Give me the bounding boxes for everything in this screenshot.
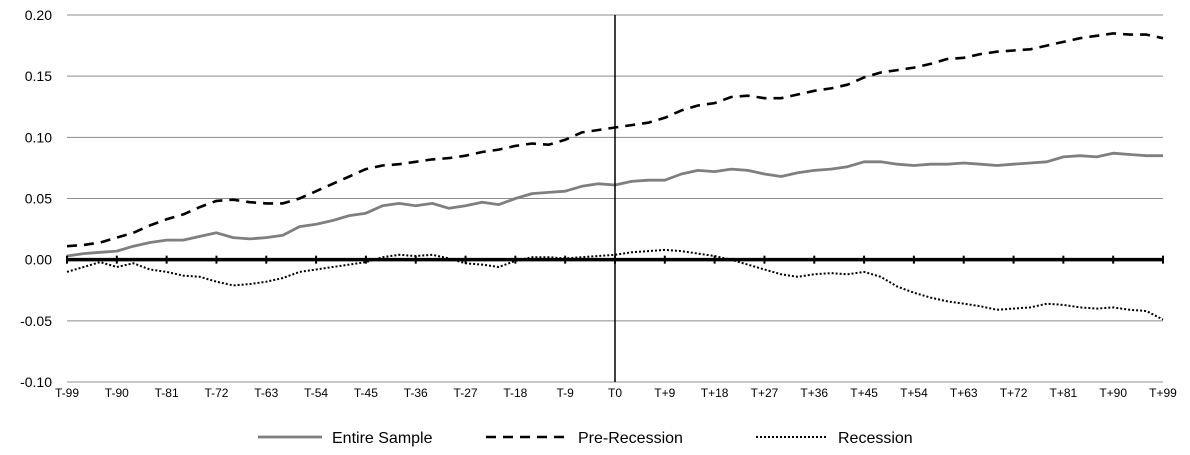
x-tick-label: T+54 [900,386,928,400]
x-tick-label: T-18 [503,386,527,400]
x-tick-label: T-36 [404,386,428,400]
x-tick-label: T-9 [557,386,575,400]
x-tick-label: T-72 [204,386,228,400]
y-axis-ticks: -0.10 -0.05 0.00 0.05 0.10 0.15 0.20 [20,7,52,390]
x-tick-label: T+90 [1099,386,1127,400]
x-tick-label: T+72 [1000,386,1028,400]
x-tick-label: T+36 [800,386,828,400]
x-tick-label: T-99 [55,386,79,400]
y-tick-label: 0.20 [25,7,52,23]
reference-lines [67,15,1163,382]
x-tick-label: T+18 [701,386,729,400]
x-tick-label: T+99 [1149,386,1177,400]
x-tick-label: T-27 [454,386,478,400]
x-tick-label: T+63 [950,386,978,400]
y-tick-label: -0.10 [20,374,52,390]
y-tick-label: -0.05 [20,313,52,329]
y-tick-label: 0.00 [25,252,52,268]
y-tick-label: 0.05 [25,191,52,207]
x-tick-label: T-63 [254,386,278,400]
x-tick-label: T-54 [304,386,328,400]
x-tick-label: T-90 [105,386,129,400]
x-tick-label: T+45 [850,386,878,400]
legend-label: Pre-Recession [578,430,683,447]
x-tick-label: T+27 [751,386,779,400]
x-tick-label: T+81 [1050,386,1078,400]
legend: Entire Sample Pre-Recession Recession [258,430,913,447]
x-axis-ticks: T-99 T-90 T-81 T-72 T-63 T-54 T-45 T-36 T-27 T-18… [55,255,1177,400]
x-tick-label: T0 [608,386,622,400]
y-tick-label: 0.15 [25,68,52,84]
legend-label: Entire Sample [332,430,433,447]
legend-label: Recession [838,430,913,447]
x-tick-label: T-81 [155,386,179,400]
x-tick-label: T-45 [354,386,378,400]
x-tick-label: T+9 [654,386,675,400]
series-line-recession [66,248,1164,321]
y-tick-label: 0.10 [25,129,52,145]
